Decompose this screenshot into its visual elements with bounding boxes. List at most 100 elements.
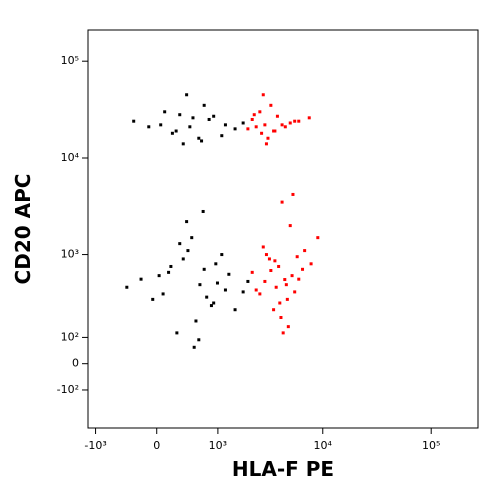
data-point [254,288,258,292]
data-point [151,297,155,301]
data-point [147,125,151,129]
data-point [169,264,173,268]
data-point [167,270,171,274]
data-point [246,127,250,131]
data-point [273,129,277,133]
data-point [188,125,192,129]
data-point [174,129,178,133]
data-point [178,113,182,117]
y-axis-title: CD20 APC [11,174,35,285]
data-point [297,119,301,123]
data-point [198,283,202,287]
data-point [185,93,189,97]
data-point [205,295,209,299]
data-point [293,119,297,123]
data-point [212,114,216,118]
data-point [280,200,284,204]
data-point [202,267,206,271]
data-point [297,277,301,281]
x-tick-label: 10⁵ [422,439,440,452]
data-point [267,257,271,261]
data-point [293,290,297,294]
data-point [260,131,264,135]
x-tick-label: -10³ [84,439,106,452]
data-point [214,262,218,266]
data-point [233,308,237,312]
data-point [277,264,281,268]
data-point [252,113,256,117]
data-point [288,224,292,228]
data-point [254,125,258,129]
data-point [279,316,283,320]
data-point [186,249,190,253]
data-point [125,285,129,289]
data-point [261,245,265,249]
data-point [197,338,201,342]
data-point [283,125,287,129]
data-point [200,139,204,143]
x-tick-label: 10³ [209,439,227,452]
data-point [269,269,273,273]
data-point [307,116,311,120]
y-tick-label: 10⁴ [61,151,80,164]
x-tick-label: 10⁴ [314,439,333,452]
data-point [190,236,194,240]
data-point [201,209,205,213]
x-tick-label: 0 [153,439,160,452]
data-point [223,288,227,292]
data-point [261,93,265,97]
data-point [284,283,288,287]
data-point [132,119,136,123]
data-point [280,123,284,127]
data-point [281,331,285,335]
y-tick-label: -10² [57,383,79,396]
data-point [202,103,206,107]
data-point [309,262,313,266]
data-point [258,110,262,114]
data-point [175,331,179,335]
data-point [288,121,292,125]
y-tick-label: 10³ [61,248,79,261]
data-point [194,319,198,323]
y-tick-label: 10⁵ [61,54,79,67]
data-point [263,123,267,127]
data-point [272,308,276,312]
data-point [170,131,174,135]
data-point [290,274,294,278]
data-point [227,272,231,276]
data-point [181,142,185,146]
data-point [178,242,182,246]
data-point [223,123,227,127]
data-point [246,279,250,283]
data-point [286,325,290,329]
data-point [181,257,185,261]
plot-frame [87,29,479,429]
data-point [212,301,216,305]
data-point [161,292,165,296]
data-point [233,127,237,131]
data-point [274,285,278,289]
data-point [215,281,219,285]
data-point [273,259,277,263]
data-point [258,292,262,296]
data-point [278,301,282,305]
data-point [185,220,189,224]
data-point [283,278,287,282]
data-point [241,290,245,294]
data-point [250,117,254,121]
data-point [263,279,267,283]
data-point [192,345,196,349]
data-point [275,114,279,118]
data-point [291,192,295,196]
data-point [266,136,270,140]
data-point [207,117,211,121]
data-point [220,134,224,138]
data-point [163,110,167,114]
y-tick-label: 10² [61,330,79,343]
data-point [316,236,320,240]
data-point [303,249,307,253]
x-axis-title: HLA-F PE [232,457,334,481]
data-point [264,142,268,146]
data-point [295,255,299,259]
